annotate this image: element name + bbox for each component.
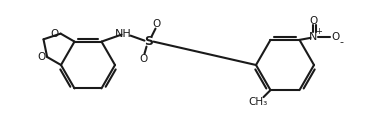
Text: O: O [37, 52, 45, 62]
Text: CH₃: CH₃ [249, 97, 268, 107]
Text: S: S [144, 35, 153, 48]
Text: NH: NH [115, 29, 132, 39]
Text: O: O [51, 29, 59, 39]
Text: O: O [331, 32, 340, 42]
Text: O: O [152, 19, 161, 29]
Text: -: - [340, 37, 343, 47]
Text: N: N [309, 32, 318, 42]
Text: O: O [309, 16, 318, 26]
Text: O: O [139, 54, 147, 64]
Text: +: + [315, 27, 322, 36]
